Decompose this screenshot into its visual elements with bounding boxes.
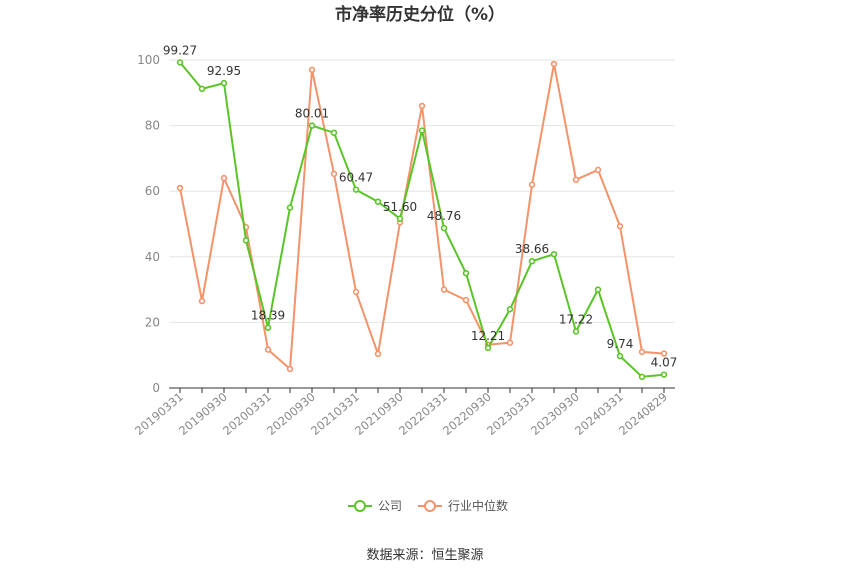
data-point[interactable] bbox=[242, 237, 250, 244]
data-point[interactable] bbox=[572, 176, 580, 183]
data-point[interactable] bbox=[440, 286, 448, 293]
data-point[interactable] bbox=[638, 348, 646, 356]
data-point[interactable] bbox=[550, 60, 558, 68]
data-point[interactable] bbox=[528, 257, 536, 265]
data-point[interactable] bbox=[506, 306, 514, 313]
data-label: 12.21 bbox=[471, 329, 505, 343]
data-point[interactable] bbox=[308, 122, 316, 129]
data-point[interactable] bbox=[506, 339, 514, 346]
data-point[interactable] bbox=[638, 373, 646, 381]
data-label: 51.60 bbox=[383, 200, 417, 214]
series-group bbox=[176, 59, 668, 381]
data-label: 99.27 bbox=[163, 43, 197, 57]
data-label: 92.95 bbox=[207, 64, 241, 78]
data-point[interactable] bbox=[594, 166, 602, 174]
data-label: 18.39 bbox=[251, 309, 285, 323]
data-point[interactable] bbox=[176, 59, 184, 66]
data-point[interactable] bbox=[396, 215, 404, 222]
legend-marker-icon bbox=[354, 500, 366, 512]
data-label: 80.01 bbox=[295, 107, 329, 121]
data-point[interactable] bbox=[198, 297, 206, 305]
data-point[interactable] bbox=[286, 365, 294, 373]
data-point[interactable] bbox=[330, 129, 338, 137]
data-point[interactable] bbox=[616, 223, 624, 230]
data-point[interactable] bbox=[440, 224, 448, 232]
data-point[interactable] bbox=[572, 328, 580, 335]
x-axis: 2019033120190930202003312020093020210331… bbox=[132, 387, 675, 438]
y-tick-label: 0 bbox=[152, 381, 160, 395]
data-point[interactable] bbox=[374, 350, 382, 358]
data-point[interactable] bbox=[462, 270, 470, 277]
y-tick-label: 20 bbox=[145, 315, 160, 329]
data-point[interactable] bbox=[264, 346, 272, 353]
data-label: 17.22 bbox=[559, 313, 593, 327]
data-point[interactable] bbox=[616, 352, 624, 360]
data-point[interactable] bbox=[418, 127, 426, 134]
data-point[interactable] bbox=[550, 250, 558, 258]
y-tick-label: 60 bbox=[145, 184, 160, 198]
y-tick-label: 80 bbox=[145, 119, 160, 133]
data-point[interactable] bbox=[286, 204, 294, 211]
legend-marker-icon bbox=[424, 500, 436, 512]
data-point[interactable] bbox=[352, 186, 360, 193]
data-point[interactable] bbox=[528, 181, 536, 188]
y-tick-label: 40 bbox=[145, 250, 160, 264]
data-point[interactable] bbox=[220, 79, 228, 87]
data-point[interactable] bbox=[176, 184, 184, 192]
data-point[interactable] bbox=[484, 344, 492, 352]
y-axis-ticks: 0 20 40 60 80 100 bbox=[137, 53, 160, 395]
data-point[interactable] bbox=[462, 296, 470, 304]
legend-label: 行业中位数 bbox=[448, 498, 508, 513]
data-point[interactable] bbox=[220, 174, 228, 182]
legend-item[interactable]: 行业中位数 bbox=[418, 498, 508, 513]
data-point[interactable] bbox=[330, 170, 338, 178]
data-point[interactable] bbox=[308, 66, 316, 74]
data-label: 38.66 bbox=[515, 242, 549, 256]
data-point[interactable] bbox=[264, 324, 272, 331]
x-tick-label: 20240829 bbox=[616, 390, 670, 438]
data-point[interactable] bbox=[594, 286, 602, 293]
chart-title: 市净率历史分位（%） bbox=[335, 4, 505, 25]
source-note: 数据来源：恒生聚源 bbox=[366, 548, 483, 563]
data-point[interactable] bbox=[352, 288, 360, 296]
data-label: 9.74 bbox=[607, 337, 634, 351]
legend-item[interactable]: 公司 bbox=[348, 499, 402, 513]
data-label: 60.47 bbox=[339, 171, 373, 185]
y-tick-label: 100 bbox=[137, 53, 160, 67]
data-labels: 99.27 92.95 18.39 80.01 60.47 51.60 48.76 12.21… bbox=[163, 43, 678, 369]
data-point[interactable] bbox=[660, 371, 668, 378]
data-label: 48.76 bbox=[427, 209, 461, 223]
grid bbox=[169, 59, 675, 323]
data-point[interactable] bbox=[418, 102, 426, 110]
data-point[interactable] bbox=[198, 85, 206, 93]
data-label: 4.07 bbox=[651, 356, 678, 370]
legend-label: 公司 bbox=[378, 499, 402, 513]
legend[interactable]: 公司 行业中位数 bbox=[348, 498, 508, 513]
data-point[interactable] bbox=[660, 350, 668, 357]
data-point[interactable] bbox=[374, 198, 382, 205]
